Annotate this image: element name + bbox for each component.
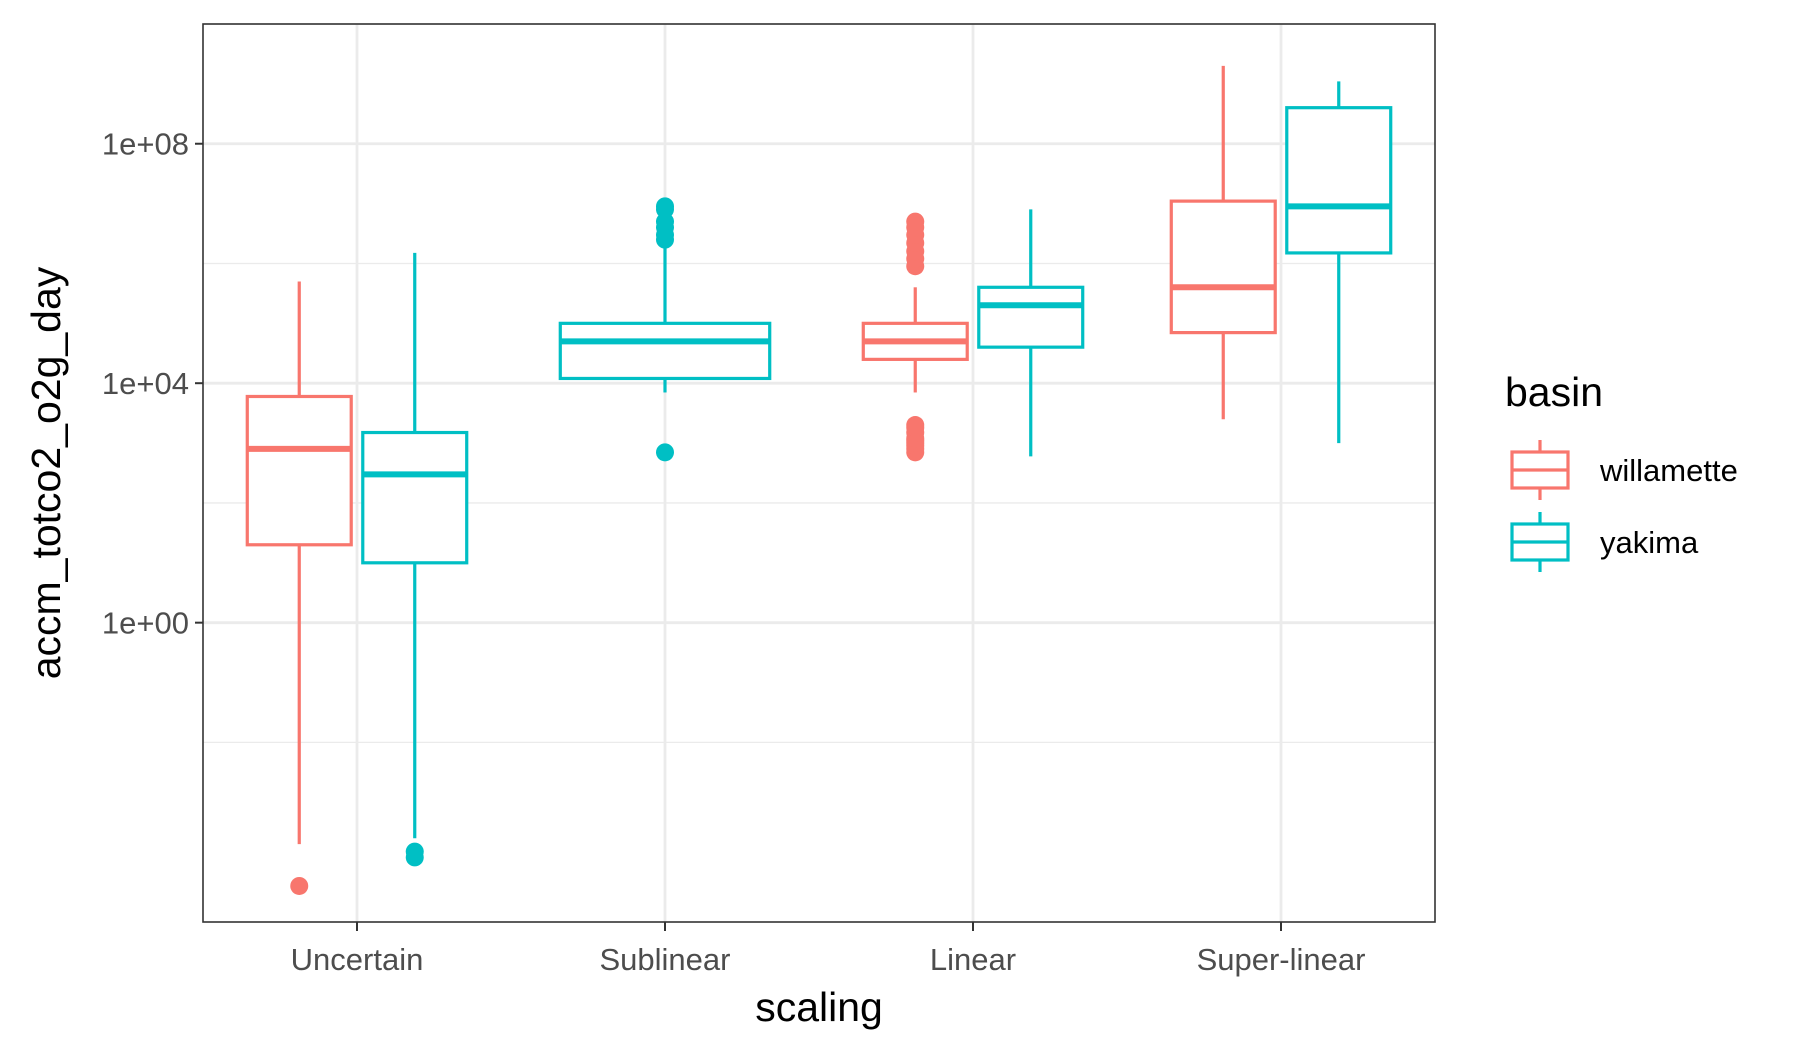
box-yakima-sublinear [558,197,772,462]
y-tick-label: 1e+08 [102,127,189,162]
x-tick-label: Super-linear [1197,942,1366,977]
outlier-point [405,842,424,861]
x-tick-label: Linear [930,942,1016,977]
iqr-box [245,394,353,547]
box-yakima-uncertain [361,252,469,867]
box-yakima-linear [977,209,1085,457]
iqr-box [1285,106,1393,255]
y-tick-label: 1e+04 [102,366,189,401]
outlier-point [656,443,674,462]
y-axis-title: accm_totco2_o2g_day [23,266,69,679]
iqr-box [977,285,1085,349]
x-tick-label: Uncertain [291,942,424,977]
legend-item-yakima: yakima [1510,512,1699,572]
legend-label: yakima [1600,525,1699,560]
outlier-point [656,197,674,216]
outlier-point [906,212,925,231]
outlier-point [290,876,309,895]
box-yakima-super-linear [1285,81,1393,444]
x-tick-label: Sublinear [600,942,731,977]
iqr-box [558,321,772,381]
legend-label: willamette [1599,453,1738,488]
outlier-point [906,416,925,435]
panel-border [202,23,1436,923]
box-layer [245,65,1393,895]
x-axis-title: scaling [755,984,883,1030]
grid-lines [203,23,1435,922]
y-tick-label: 1e+00 [102,606,189,641]
legend-title: basin [1505,369,1603,415]
box-willamette-linear [861,212,969,462]
iqr-box [1169,199,1277,335]
iqr-box [361,430,469,565]
axes: 1e+00 1e+04 1e+08 Uncertain Sublinear Linear S… [102,127,1366,977]
box-willamette-uncertain [245,281,353,895]
legend-item-willamette: willamette [1510,440,1738,500]
box-willamette-super-linear [1169,65,1277,420]
legend: basin willamette yakima [1505,369,1738,572]
